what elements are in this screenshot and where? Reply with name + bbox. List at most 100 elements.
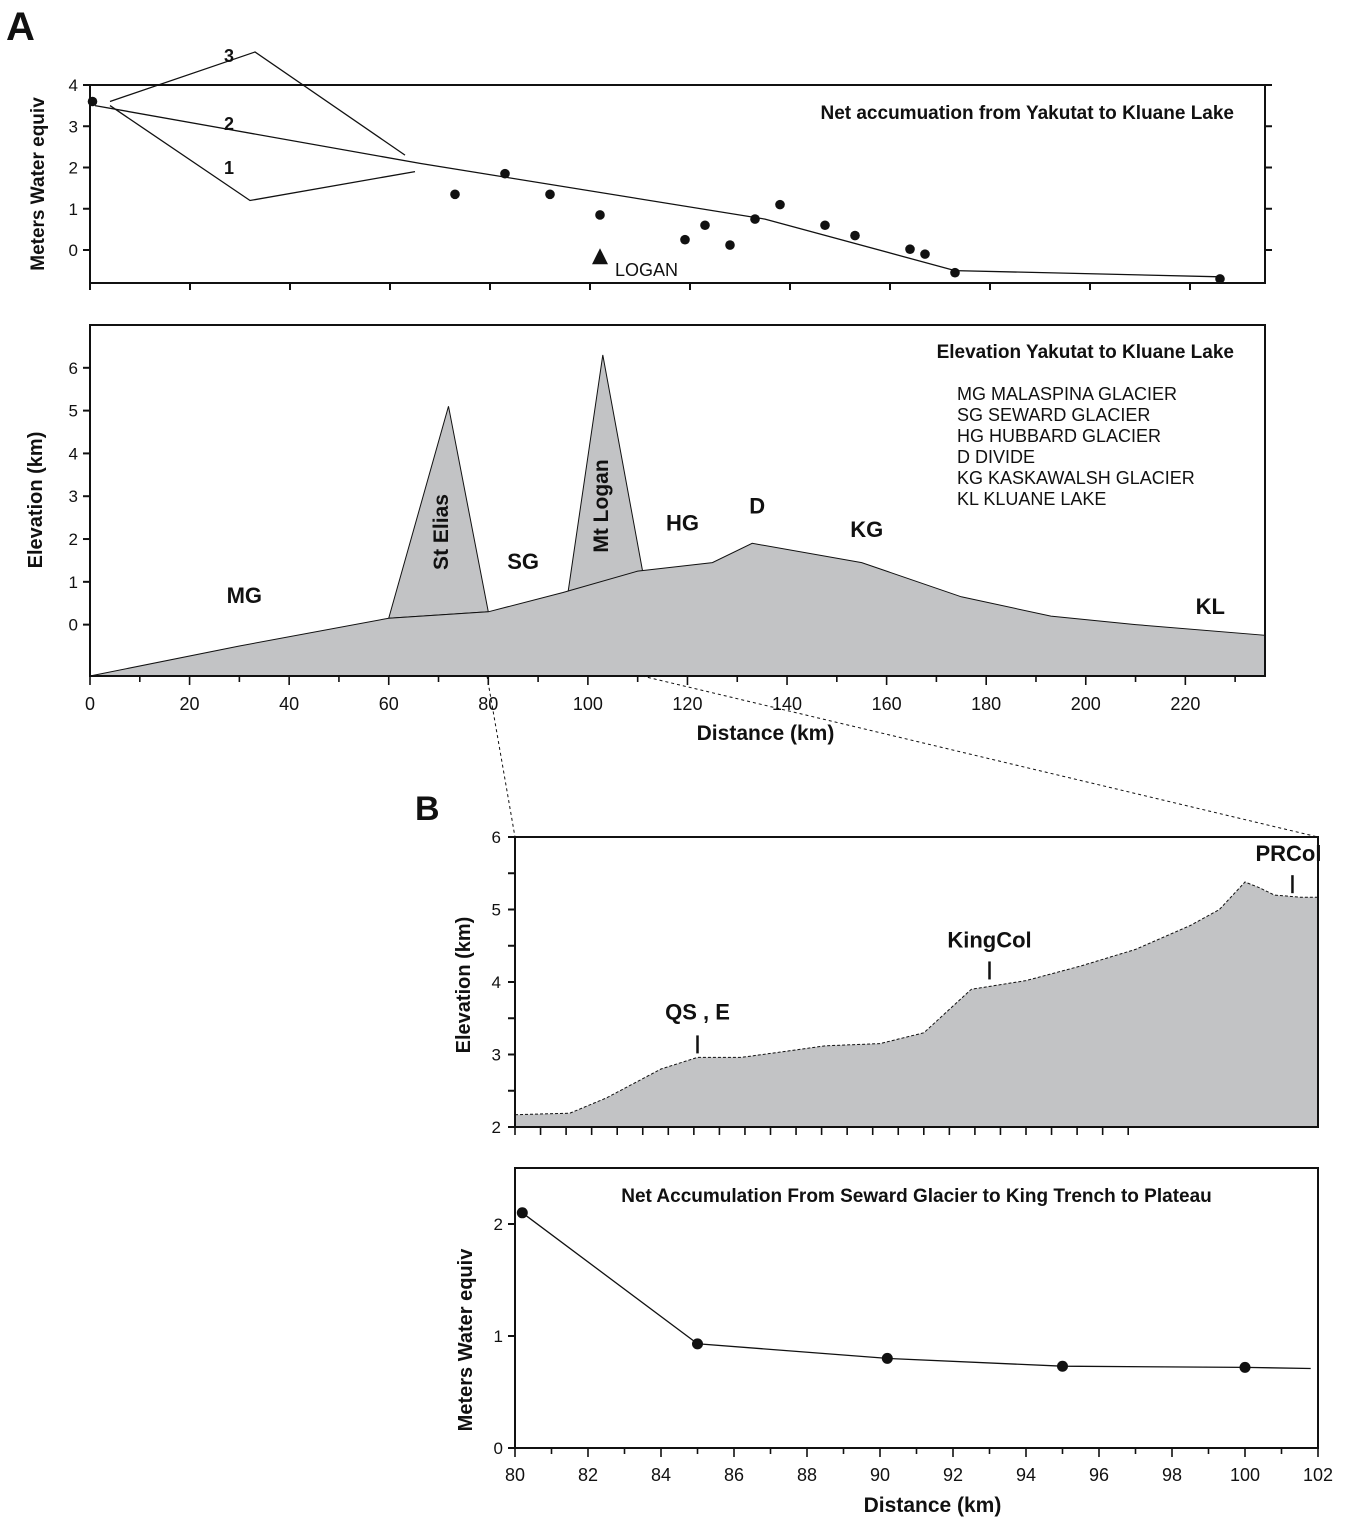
y-tick-label: 3 xyxy=(69,487,78,506)
plot-frame xyxy=(514,1167,1319,1449)
branch-label-1: 1 xyxy=(224,158,234,178)
data-point xyxy=(500,168,510,179)
y-tick-label: 2 xyxy=(494,1215,503,1234)
x-tick-label: 20 xyxy=(180,694,200,714)
region-label-hg: HG xyxy=(666,510,699,535)
data-point xyxy=(950,267,960,278)
x-tick-label: 120 xyxy=(672,694,702,714)
data-point xyxy=(516,1207,528,1219)
branch-line-2 xyxy=(109,105,416,202)
x-tick-label: 60 xyxy=(379,694,399,714)
chart-title: Net accumuation from Yakutat to Kluane L… xyxy=(820,103,1234,124)
region-label-kg: KG xyxy=(850,517,883,542)
y-axis-label: Meters Water equiv xyxy=(28,97,49,271)
chart-title: Elevation Yakutat to Kluane Lake xyxy=(937,342,1234,363)
peak-label: Mt Logan xyxy=(590,459,613,552)
x-tick-label: 94 xyxy=(1016,1465,1036,1485)
elevation-area xyxy=(89,542,1266,677)
trend-line xyxy=(94,104,1221,278)
x-tick-label: 96 xyxy=(1089,1465,1109,1485)
data-point xyxy=(920,249,930,259)
data-point xyxy=(680,234,690,245)
legend-entry: D DIVIDE xyxy=(957,447,1035,467)
x-tick-label: 100 xyxy=(573,694,603,714)
y-tick-label: 1 xyxy=(494,1327,503,1346)
x-tick-label: 180 xyxy=(971,694,1001,714)
data-point xyxy=(450,189,460,200)
zoom-connectors xyxy=(486,675,1319,838)
data-point xyxy=(692,1338,703,1350)
y-tick-label: 0 xyxy=(494,1439,503,1458)
x-tick-label: 40 xyxy=(279,694,299,714)
legend-entry: HG HUBBARD GLACIER xyxy=(957,426,1161,446)
chart-accum-yakutat: 0 1 2 3 4 3 2 1 LOGAN Net accumuation from Yakuta… xyxy=(28,46,1272,290)
chart-title: Net Accumulation From Seward Glacier to … xyxy=(621,1186,1212,1207)
x-tick-label: 98 xyxy=(1162,1465,1182,1485)
x-axis-label: Distance (km) xyxy=(697,722,835,745)
x-tick-label: 100 xyxy=(1230,1465,1260,1485)
annotation-label: PRCol xyxy=(1255,841,1321,866)
branch-label-3: 3 xyxy=(224,46,234,66)
legend-entry: KL KLUANE LAKE xyxy=(957,489,1106,509)
x-tick-label: 80 xyxy=(478,694,498,714)
y-tick-label: 4 xyxy=(69,76,78,95)
annotation-label: QS , E xyxy=(665,999,730,1024)
chart-elev-seward: 2 3 4 5 6 Elevation (km) QS , E KingCol PRCol xyxy=(453,828,1321,1137)
branch-label-2: 2 xyxy=(224,114,234,134)
data-point xyxy=(1215,274,1225,284)
accumulation-line xyxy=(521,1212,1311,1370)
x-tick-label: 86 xyxy=(724,1465,744,1485)
y-tick-label: 5 xyxy=(492,901,501,920)
data-point xyxy=(905,244,915,254)
y-tick-label: 0 xyxy=(69,241,78,260)
plot-frame xyxy=(89,84,1266,284)
logan-triangle xyxy=(592,248,608,265)
data-point xyxy=(1057,1360,1068,1372)
peak-label: St Elias xyxy=(430,494,453,570)
y-tick-label: 3 xyxy=(492,1046,501,1065)
y-tick-label: 2 xyxy=(69,530,78,549)
y-axis-label: Meters Water equiv xyxy=(455,1248,477,1432)
y-tick-label: 2 xyxy=(492,1118,501,1137)
y-tick-label: 0 xyxy=(69,616,78,635)
y-tick-label: 6 xyxy=(492,828,501,847)
legend-entry: KG KASKAWALSH GLACIER xyxy=(957,468,1195,488)
x-tick-label: 220 xyxy=(1170,694,1200,714)
y-tick-label: 1 xyxy=(69,573,78,592)
data-point xyxy=(725,240,735,250)
x-tick-label: 82 xyxy=(578,1465,598,1485)
plot-frame xyxy=(89,324,1266,677)
chart-accum-seward: 0 1 2 80 82 84 86 88 90 92 94 96 98 100 102 Distance (k… xyxy=(455,1167,1333,1517)
data-point xyxy=(750,214,760,224)
region-label-mg: MG xyxy=(227,583,262,608)
data-point xyxy=(595,210,605,220)
zoom-connector-right xyxy=(641,675,1319,838)
y-tick-label: 6 xyxy=(69,359,78,378)
data-point xyxy=(87,96,98,107)
y-axis-label: Elevation (km) xyxy=(25,432,47,569)
elevation-area xyxy=(514,881,1319,1128)
x-axis-label: Distance (km) xyxy=(864,1494,1002,1517)
data-point xyxy=(775,199,785,210)
branch-line-3 xyxy=(109,51,406,156)
y-tick-label: 3 xyxy=(69,117,78,136)
region-label-sg: SG xyxy=(507,549,539,574)
logan-label: LOGAN xyxy=(615,260,678,280)
data-point xyxy=(820,220,830,231)
y-axis-label: Elevation (km) xyxy=(453,917,475,1054)
data-point xyxy=(881,1352,893,1364)
panel-label-a: A xyxy=(6,5,35,49)
x-tick-label: 92 xyxy=(943,1465,963,1485)
y-tick-label: 1 xyxy=(69,200,78,219)
annotation-label: KingCol xyxy=(947,927,1031,952)
y-tick-label: 4 xyxy=(69,444,78,463)
x-tick-label: 84 xyxy=(651,1465,671,1485)
data-point xyxy=(850,230,860,241)
panel-label-b: B xyxy=(415,790,440,828)
legend-entry: MG MALASPINA GLACIER xyxy=(957,384,1177,404)
y-tick-label: 4 xyxy=(492,973,501,992)
x-tick-label: 88 xyxy=(797,1465,817,1485)
x-tick-label: 80 xyxy=(505,1465,525,1485)
